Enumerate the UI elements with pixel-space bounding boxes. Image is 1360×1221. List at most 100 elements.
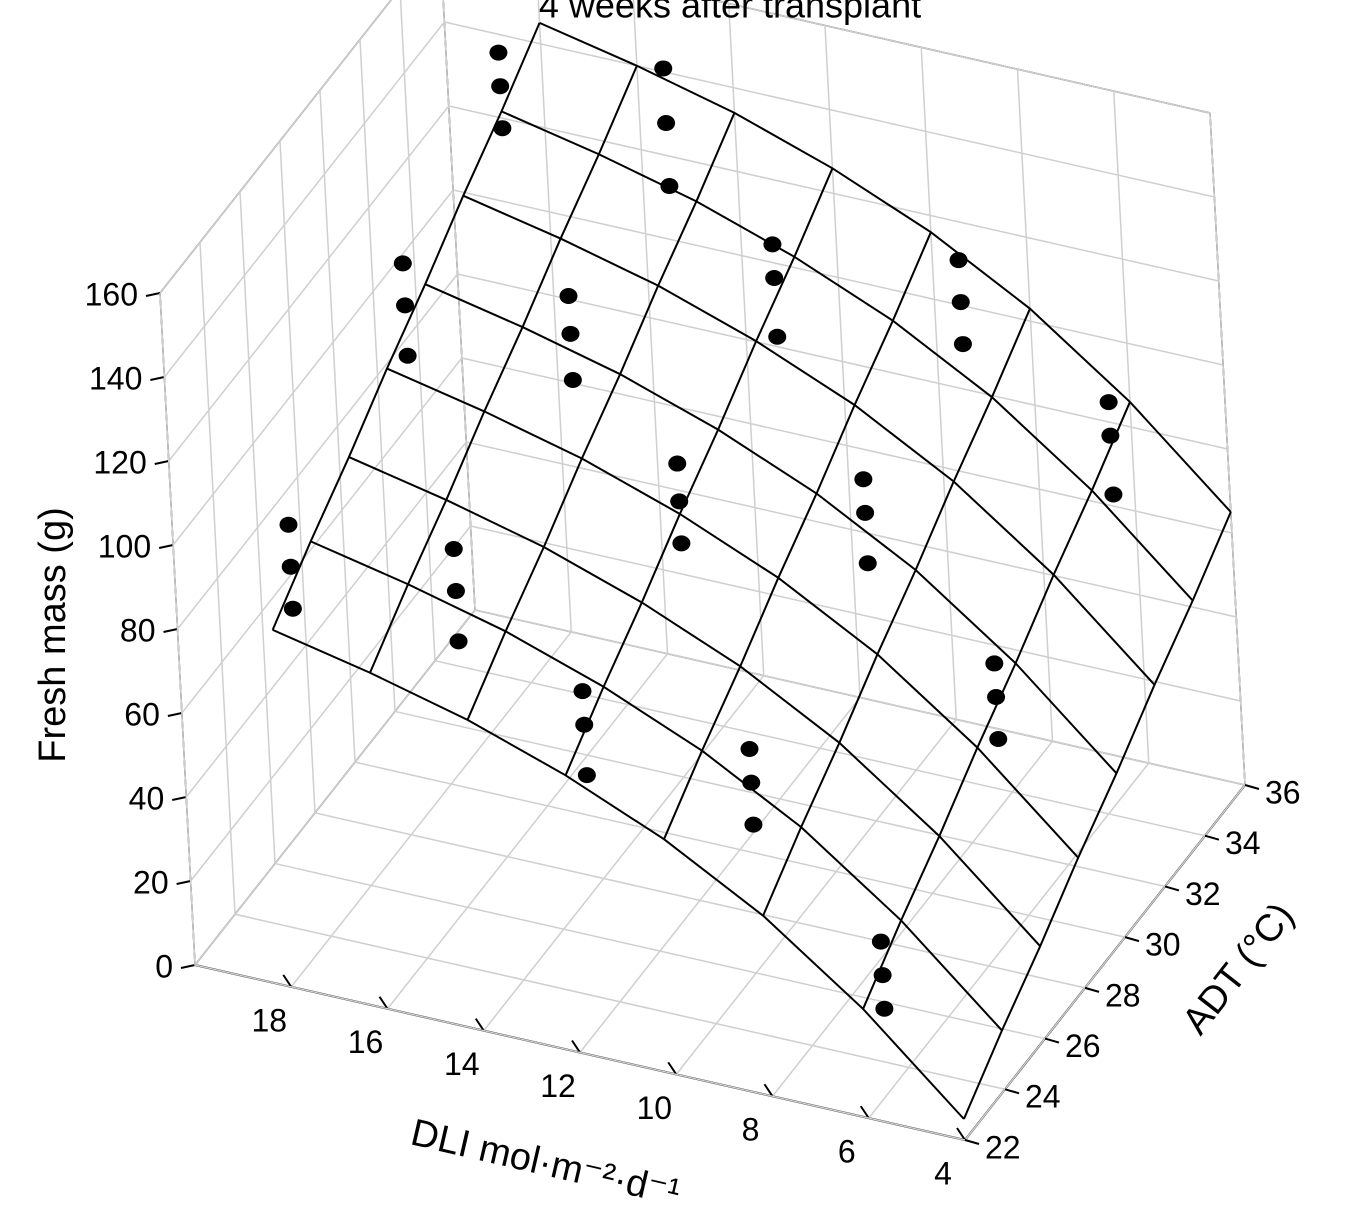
y-tick-label: 32 [1185,876,1221,912]
grid-line [440,0,1245,785]
x-tick-label: 14 [444,1046,480,1082]
surface-line [311,541,1002,1030]
y-tick-label: 34 [1225,825,1261,861]
z-tick-label: 80 [120,612,156,648]
data-point [575,717,593,733]
tick-mark [1125,937,1139,941]
tick-mark [1045,1039,1059,1043]
data-point [1104,486,1122,502]
data-point [564,372,582,388]
y-tick-label: 26 [1065,1028,1101,1064]
tick-mark [146,293,160,296]
data-point [989,731,1007,747]
grid-line [869,91,1149,1118]
data-point [1100,394,1118,410]
data-point [657,115,675,131]
data-point [396,297,414,313]
y-tick-label: 22 [985,1129,1021,1165]
data-point [399,348,417,364]
data-point [856,505,874,521]
box-edge [160,0,440,293]
tick-mark [155,461,169,464]
y-tick-label: 30 [1145,927,1181,963]
grid-line [173,190,1223,545]
tick-mark [168,713,182,716]
grid-line [360,39,1165,886]
grid-line [240,192,1045,1039]
data-point [950,252,968,268]
tick-mark [164,629,178,632]
z-axis-label: Fresh mass (g) [32,507,74,762]
data-point [768,329,786,345]
y-axis-label: ADT (°C) [1175,895,1303,1042]
y-tick-label: 28 [1105,977,1141,1013]
data-point [952,294,970,310]
data-point [1101,428,1119,444]
data-point [668,456,686,472]
data-point [670,493,688,509]
tick-mark [150,377,164,380]
z-tick-label: 120 [93,444,146,480]
data-point [765,270,783,286]
surface-line [863,402,1130,1009]
data-point [654,60,672,76]
grid-line [186,442,1236,797]
grid-line [200,242,1005,1089]
tick-mark [172,797,186,800]
data-point [741,741,759,757]
x-tick-label: 8 [742,1112,760,1148]
z-tick-label: 100 [98,528,151,564]
grid-line [169,106,1219,461]
data-point [660,178,678,194]
grid-line [773,69,1053,1096]
data-point [872,934,890,950]
data-point [744,817,762,833]
z-tick-label: 60 [124,696,160,732]
data-point [447,583,465,599]
chart-title: 4 weeks after transplant [539,0,921,26]
tick-mark [159,545,173,548]
surface-line [502,111,1193,600]
x-tick-label: 6 [838,1134,856,1170]
data-point [874,967,892,983]
surface-line [763,309,1030,916]
grid [146,0,1259,1144]
data-point [954,336,972,352]
grid-line [160,0,1210,293]
data-point [489,45,507,61]
data-point [672,535,690,551]
grid-line [195,610,1245,965]
z-tick-label: 0 [155,948,173,984]
tick-mark [177,881,191,884]
z-tick-label: 140 [89,360,142,396]
tick-mark [181,965,195,968]
x-tick-label: 4 [934,1155,952,1191]
surface-line [463,196,1154,685]
surface-line [425,284,1116,773]
grid-line [164,22,1214,377]
grid-line [676,47,956,1074]
chart: 0204060801001201401604681012141618222426… [0,0,1360,1221]
data-point [763,236,781,252]
data-point [493,120,511,136]
tick-mark [1085,988,1099,992]
grid-line [178,274,1228,629]
tick-mark [1205,836,1219,840]
surface-line [664,232,931,839]
x-tick-label: 10 [636,1090,672,1126]
data-point [578,767,596,783]
data-point [574,683,592,699]
data-point [859,555,877,571]
surface-line [349,457,1040,946]
x-tick-label: 16 [348,1024,384,1060]
data-point [987,689,1005,705]
y-tick-label: 36 [1265,774,1301,810]
surface-line [540,23,1231,512]
data-point [491,78,509,94]
data-point [394,255,412,271]
z-tick-label: 20 [133,864,169,900]
data-point [280,517,298,533]
surface-line [370,66,637,673]
z-tick-label: 40 [129,780,165,816]
grid-line [484,4,764,1031]
